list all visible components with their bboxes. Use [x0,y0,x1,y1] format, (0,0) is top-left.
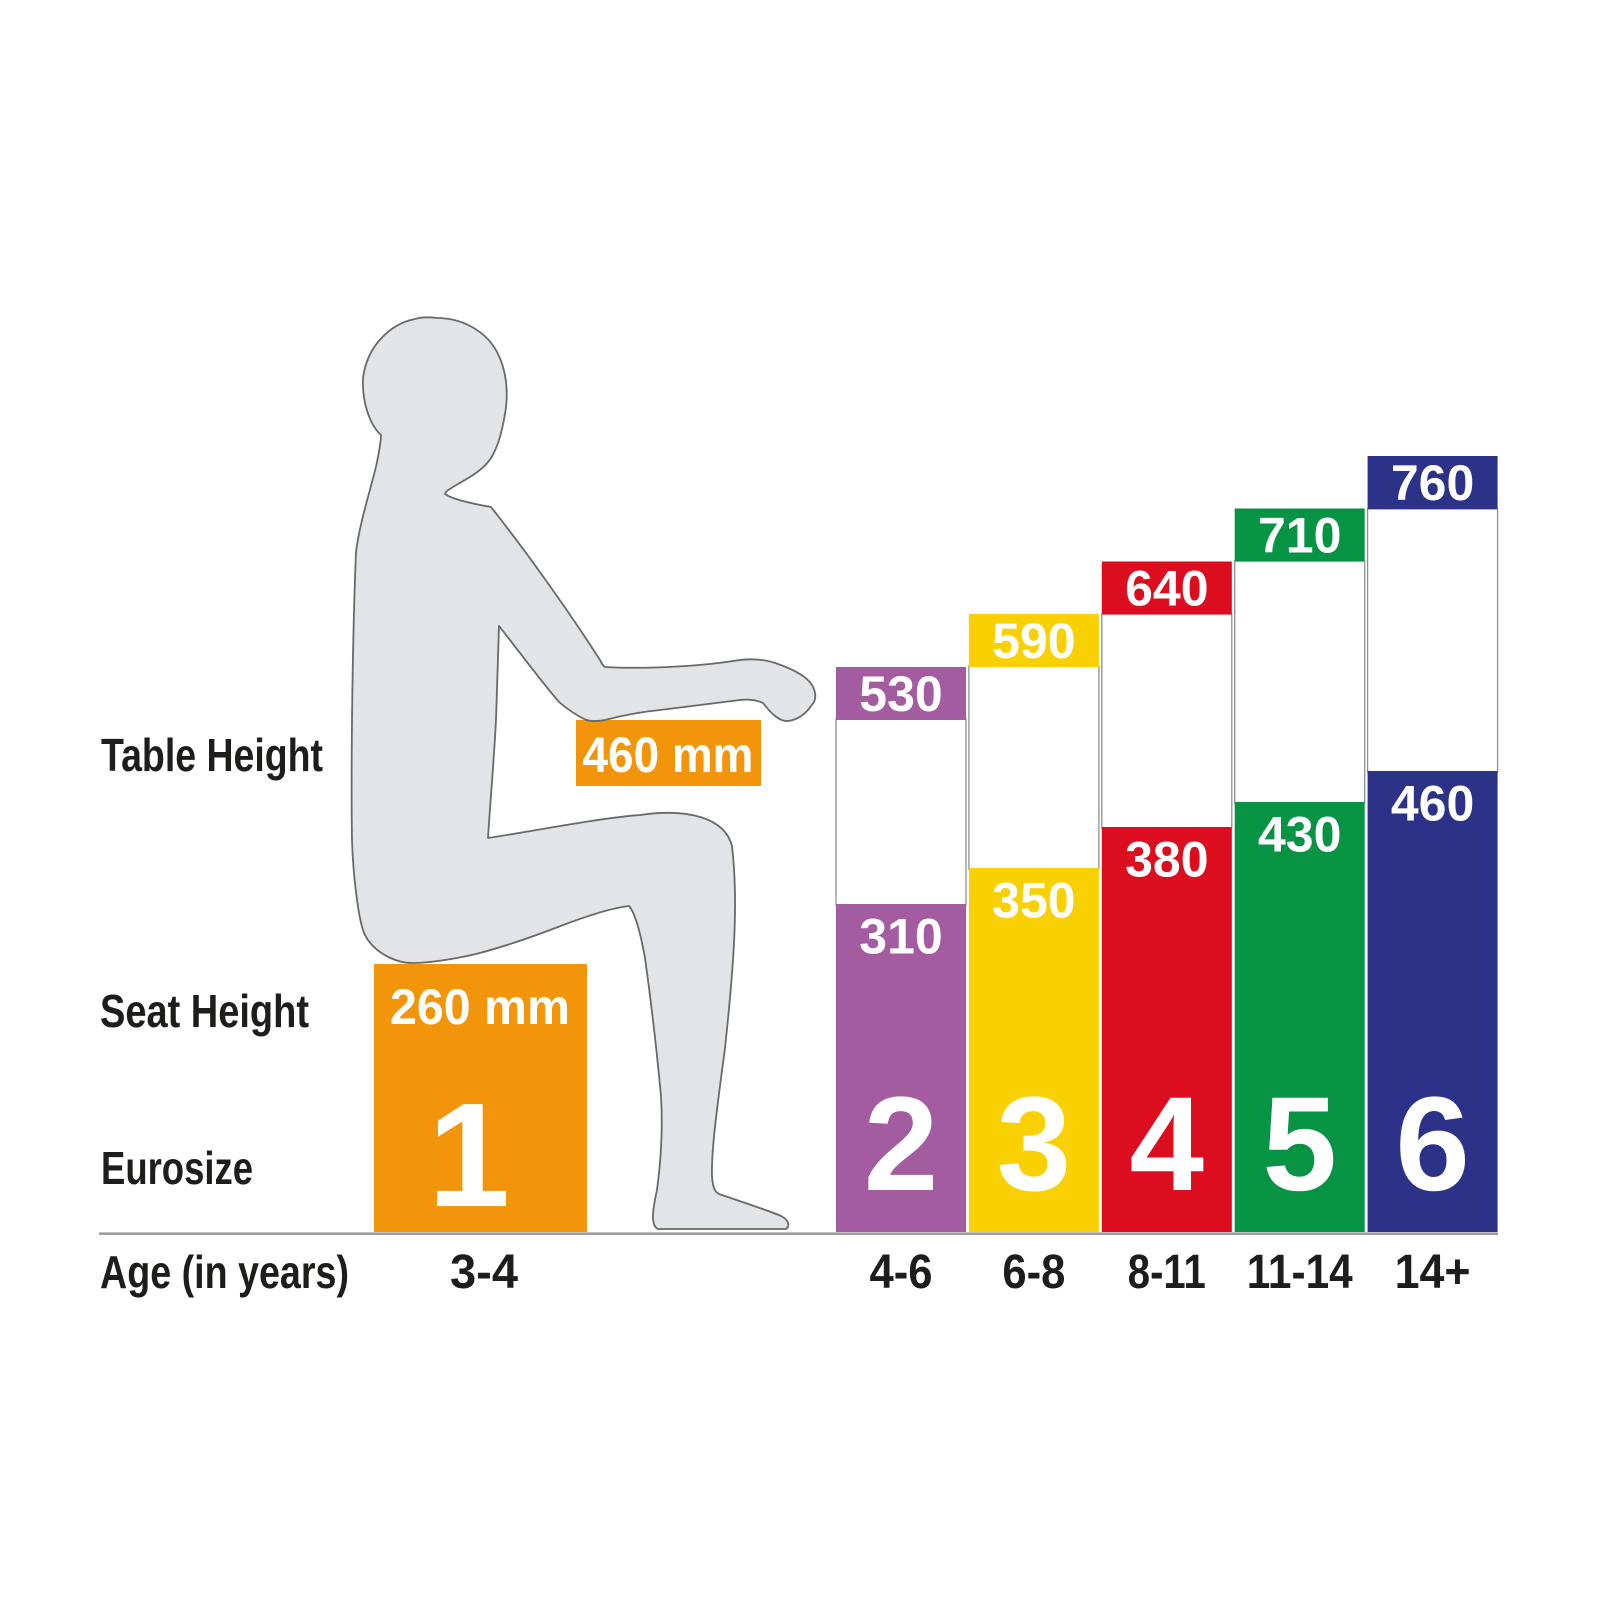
svg-text:5: 5 [1262,1070,1337,1219]
svg-text:640: 640 [1125,561,1208,617]
svg-text:380: 380 [1125,832,1208,888]
svg-text:350: 350 [992,873,1075,929]
svg-text:Age (in years): Age (in years) [100,1246,349,1298]
svg-text:6: 6 [1395,1070,1470,1219]
svg-text:3-4: 3-4 [450,1246,518,1299]
svg-text:Seat Height: Seat Height [100,985,309,1037]
svg-text:1: 1 [428,1073,510,1238]
svg-text:Eurosize: Eurosize [101,1142,253,1194]
svg-text:460 mm: 460 mm [583,727,754,783]
svg-text:11-14: 11-14 [1247,1246,1353,1299]
svg-text:4: 4 [1130,1070,1205,1219]
svg-text:460: 460 [1391,776,1474,832]
svg-text:760: 760 [1391,455,1474,511]
svg-text:310: 310 [859,909,942,965]
svg-text:3: 3 [997,1070,1072,1219]
svg-text:6-8: 6-8 [1002,1246,1065,1299]
svg-text:14+: 14+ [1395,1246,1471,1299]
svg-text:590: 590 [992,613,1075,669]
svg-text:4-6: 4-6 [870,1246,933,1299]
svg-text:430: 430 [1258,807,1341,863]
svg-text:Table Height: Table Height [101,729,323,781]
svg-text:530: 530 [859,666,942,722]
svg-text:260 mm: 260 mm [390,979,570,1035]
svg-text:8-11: 8-11 [1128,1246,1206,1299]
svg-text:710: 710 [1258,508,1341,564]
svg-text:2: 2 [864,1070,939,1219]
